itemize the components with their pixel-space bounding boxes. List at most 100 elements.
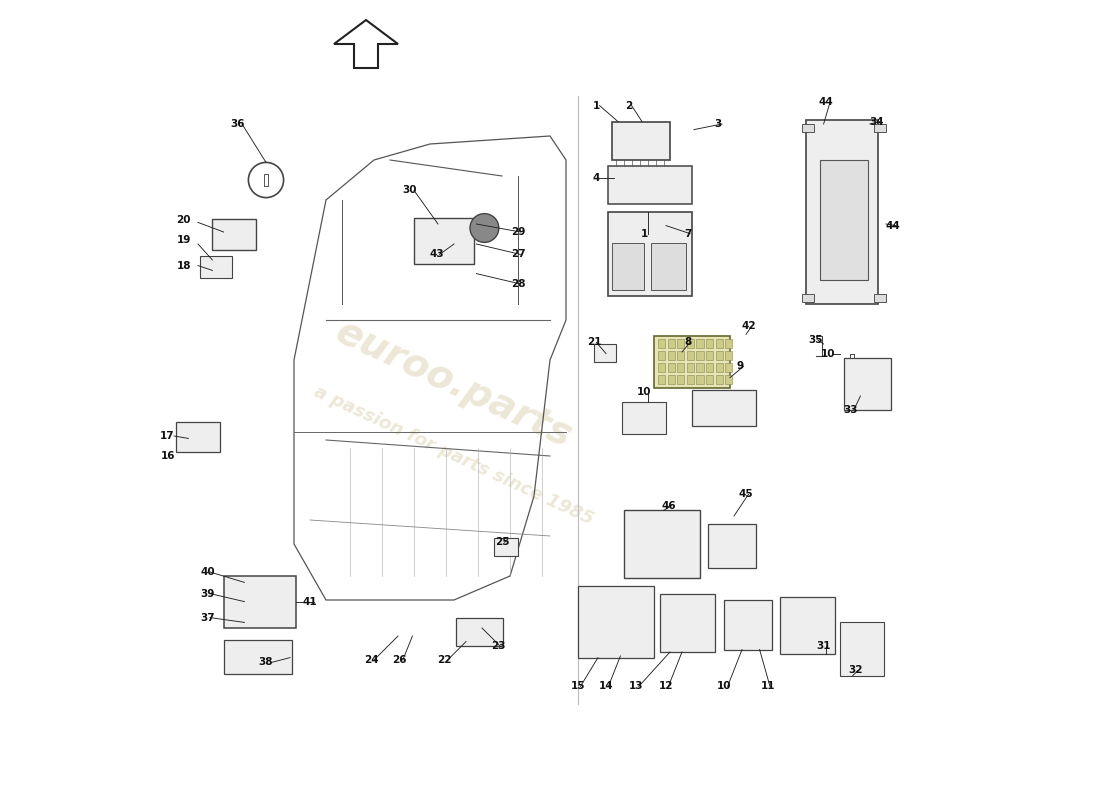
FancyBboxPatch shape [692,390,757,426]
FancyBboxPatch shape [200,256,232,278]
Text: 8: 8 [684,338,691,347]
Text: a passion for parts since 1985: a passion for parts since 1985 [311,383,596,529]
Text: 20: 20 [176,215,191,225]
Text: 43: 43 [429,250,443,259]
FancyBboxPatch shape [706,339,713,348]
FancyBboxPatch shape [706,375,713,384]
Text: 1: 1 [593,101,600,110]
Text: 31: 31 [816,642,831,651]
FancyBboxPatch shape [668,351,674,360]
Text: 34: 34 [869,117,883,126]
Text: 29: 29 [510,227,525,237]
Text: 45: 45 [739,490,754,499]
FancyBboxPatch shape [414,218,474,264]
FancyBboxPatch shape [658,339,666,348]
FancyBboxPatch shape [725,600,772,650]
FancyBboxPatch shape [806,120,878,304]
Text: 36: 36 [231,119,245,129]
Text: 33: 33 [844,405,858,414]
FancyBboxPatch shape [725,375,733,384]
FancyBboxPatch shape [686,363,694,372]
Text: 41: 41 [302,597,317,606]
Text: 18: 18 [176,261,191,270]
Text: 23: 23 [491,642,505,651]
FancyBboxPatch shape [725,339,733,348]
FancyBboxPatch shape [716,351,723,360]
Text: 14: 14 [598,682,614,691]
Text: 17: 17 [161,431,175,441]
FancyBboxPatch shape [874,124,886,132]
Text: 4: 4 [593,173,601,182]
FancyBboxPatch shape [678,363,684,372]
Text: 46: 46 [661,501,675,510]
Text: 25: 25 [495,538,509,547]
FancyBboxPatch shape [686,339,694,348]
Text: 42: 42 [741,322,756,331]
FancyBboxPatch shape [578,586,654,658]
Text: 9: 9 [737,362,744,371]
Text: 44: 44 [886,221,900,230]
Circle shape [470,214,498,242]
FancyBboxPatch shape [176,422,220,452]
FancyBboxPatch shape [678,351,684,360]
FancyBboxPatch shape [668,339,674,348]
FancyBboxPatch shape [802,124,814,132]
FancyBboxPatch shape [658,375,666,384]
FancyBboxPatch shape [624,510,700,578]
Text: 7: 7 [684,229,691,238]
FancyBboxPatch shape [780,597,835,654]
FancyBboxPatch shape [613,122,670,160]
FancyBboxPatch shape [494,538,518,556]
Text: 28: 28 [510,279,526,289]
Text: 10: 10 [717,682,732,691]
Text: 32: 32 [848,666,862,675]
FancyBboxPatch shape [660,594,715,652]
FancyBboxPatch shape [839,622,883,676]
Text: 2: 2 [625,101,632,110]
FancyBboxPatch shape [708,524,757,568]
FancyBboxPatch shape [686,375,694,384]
FancyBboxPatch shape [716,363,723,372]
Polygon shape [334,20,398,68]
FancyBboxPatch shape [654,336,730,388]
FancyBboxPatch shape [725,363,733,372]
Text: 24: 24 [364,655,378,665]
FancyBboxPatch shape [668,363,674,372]
Text: 21: 21 [586,338,602,347]
Text: 27: 27 [510,250,526,259]
Text: 12: 12 [659,682,673,691]
FancyBboxPatch shape [706,351,713,360]
FancyBboxPatch shape [716,375,723,384]
Text: 30: 30 [403,186,417,195]
FancyBboxPatch shape [658,363,666,372]
FancyBboxPatch shape [696,351,704,360]
FancyBboxPatch shape [678,375,684,384]
FancyBboxPatch shape [212,219,256,250]
Text: 19: 19 [176,235,190,245]
Text: 22: 22 [437,655,452,665]
Text: 16: 16 [161,451,175,461]
FancyBboxPatch shape [651,243,686,290]
Text: 35: 35 [808,335,823,345]
FancyBboxPatch shape [607,212,692,296]
FancyBboxPatch shape [621,402,665,434]
Text: 10: 10 [637,387,651,397]
Text: 1: 1 [641,229,648,238]
FancyBboxPatch shape [725,351,733,360]
FancyBboxPatch shape [594,344,616,362]
FancyBboxPatch shape [716,339,723,348]
FancyBboxPatch shape [607,166,692,204]
FancyBboxPatch shape [686,351,694,360]
FancyBboxPatch shape [456,618,503,646]
FancyBboxPatch shape [696,375,704,384]
Text: 40: 40 [200,567,214,577]
Text: 11: 11 [760,682,774,691]
FancyBboxPatch shape [658,351,666,360]
Text: 37: 37 [200,613,214,622]
Text: 15: 15 [571,682,585,691]
FancyBboxPatch shape [821,160,868,280]
Text: 39: 39 [200,589,214,598]
Text: euroo.parts: euroo.parts [330,313,579,455]
FancyBboxPatch shape [678,339,684,348]
FancyBboxPatch shape [696,363,704,372]
